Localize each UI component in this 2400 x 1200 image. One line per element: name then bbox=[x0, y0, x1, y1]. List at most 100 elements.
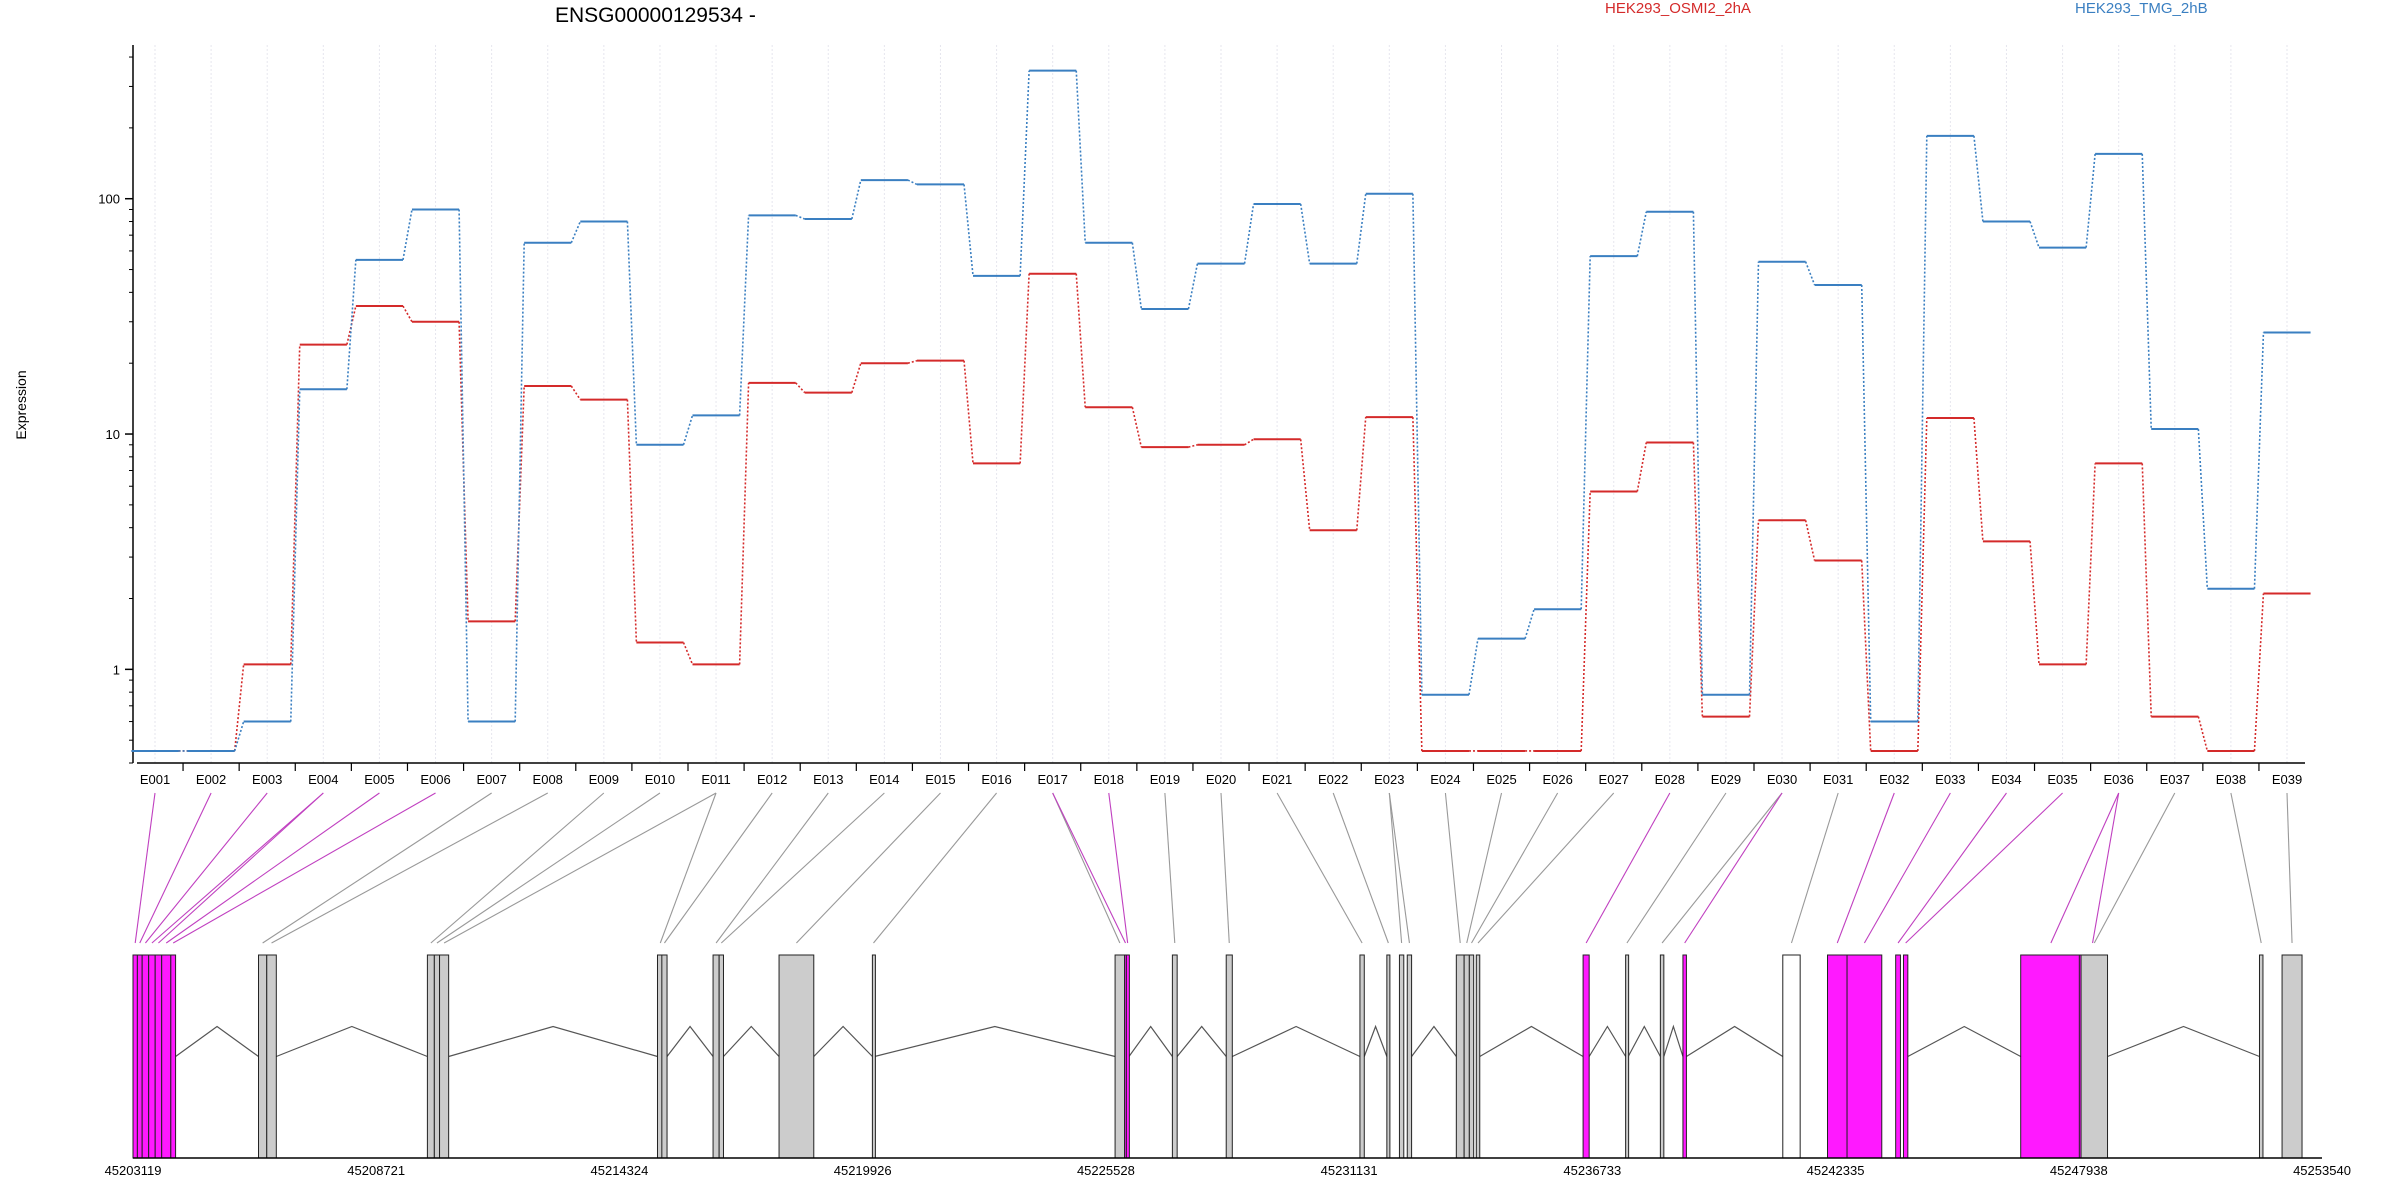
series-connector bbox=[289, 344, 301, 665]
exon-connector bbox=[1466, 792, 1503, 944]
exon-bin bbox=[2281, 954, 2303, 1159]
exon-connector bbox=[436, 792, 661, 944]
exon-bin bbox=[1582, 954, 1590, 1159]
series-connector bbox=[907, 359, 918, 364]
exon-bin bbox=[1125, 954, 1130, 1159]
genome-coordinate-label: 45203119 bbox=[105, 1163, 162, 1178]
exon-connector bbox=[165, 792, 380, 944]
exon-connector bbox=[1626, 792, 1727, 944]
series-connector bbox=[1917, 135, 1928, 722]
plot-area: 1 10 100 E001 E002 E003 E004 E005 E006 E007 E008 E0… bbox=[98, 45, 2311, 787]
x-tick-label: E012 bbox=[757, 772, 787, 787]
series-connector bbox=[738, 215, 750, 416]
exon-connector bbox=[1332, 792, 1389, 944]
chart-title: ENSG00000129534 - bbox=[555, 4, 756, 27]
genome-coordinate-label: 45247938 bbox=[2050, 1163, 2108, 1178]
series-connector bbox=[233, 664, 245, 752]
x-tick-label: E009 bbox=[589, 772, 619, 787]
x-tick-label: E029 bbox=[1711, 772, 1741, 787]
series-connector bbox=[851, 179, 862, 220]
intron-line bbox=[1663, 1024, 1684, 1057]
series-connector bbox=[1636, 442, 1648, 492]
series-connector bbox=[1019, 273, 1030, 464]
series-1 bbox=[131, 272, 2311, 752]
series-connector bbox=[402, 209, 413, 260]
exon-bin bbox=[148, 954, 156, 1159]
exon-bin bbox=[1386, 954, 1391, 1159]
intron-line bbox=[448, 1025, 658, 1058]
y-tick-label: 100 bbox=[98, 192, 120, 207]
exon-connector bbox=[659, 792, 717, 944]
x-tick-label: E010 bbox=[645, 772, 675, 787]
exon-connector bbox=[139, 792, 212, 944]
exon-bin bbox=[1114, 954, 1126, 1159]
exon-bin bbox=[1895, 954, 1901, 1159]
exon-connector bbox=[1220, 792, 1230, 944]
exon-connector bbox=[151, 792, 324, 944]
series-connector bbox=[1468, 638, 1479, 695]
series-connector bbox=[1244, 438, 1254, 446]
series-connector bbox=[2029, 541, 2040, 665]
exon-bin bbox=[1398, 954, 1405, 1159]
series-connector bbox=[963, 184, 974, 276]
exon-bin bbox=[1225, 954, 1233, 1159]
exon-connector bbox=[1905, 792, 2063, 944]
series-connector bbox=[2197, 429, 2209, 589]
series-connector bbox=[1075, 273, 1087, 408]
genome-coordinate-label: 45242335 bbox=[1807, 1163, 1865, 1178]
series-connector bbox=[2197, 716, 2209, 752]
exon-connector bbox=[796, 792, 941, 944]
series-connector bbox=[1188, 444, 1198, 448]
exon-bin bbox=[439, 954, 450, 1159]
exon-connector bbox=[1790, 792, 1839, 944]
intron-line bbox=[1128, 1025, 1173, 1057]
exon-connector bbox=[663, 792, 773, 944]
x-tick-label: E037 bbox=[2160, 772, 2190, 787]
y-tick-label: 10 bbox=[106, 427, 120, 442]
exon-bin bbox=[2258, 954, 2264, 1159]
x-tick-label: E026 bbox=[1542, 772, 1572, 787]
series-connector bbox=[2085, 153, 2096, 248]
exon-connector bbox=[1585, 792, 1671, 944]
exon-connector bbox=[2286, 792, 2293, 944]
exon-connector bbox=[1836, 792, 1895, 944]
exon-bin bbox=[1782, 954, 1801, 1159]
intron-line bbox=[276, 1025, 428, 1058]
exon-connector bbox=[720, 792, 885, 944]
exon-connector bbox=[873, 792, 998, 944]
series-connector bbox=[1804, 261, 1816, 286]
series-connector bbox=[1692, 442, 1704, 717]
exon-connector bbox=[2092, 792, 2120, 944]
series-connector bbox=[1075, 70, 1087, 243]
series-connector bbox=[289, 389, 301, 722]
intron-line bbox=[1363, 1024, 1388, 1057]
intron-line bbox=[2107, 1025, 2260, 1058]
exon-bin bbox=[871, 954, 876, 1159]
exon-connector bbox=[2093, 792, 2176, 944]
exon-connector bbox=[1897, 792, 2007, 944]
intron-line bbox=[1907, 1025, 2021, 1058]
x-tick-label: E003 bbox=[252, 772, 282, 787]
exon-bin bbox=[154, 954, 163, 1159]
exon-bin bbox=[141, 954, 150, 1159]
x-tick-label: E038 bbox=[2216, 772, 2246, 787]
x-tick-label: E035 bbox=[2047, 772, 2077, 787]
series-connector bbox=[851, 362, 862, 393]
x-tick-label: E007 bbox=[476, 772, 506, 787]
series-connector bbox=[738, 382, 750, 665]
x-tick-label: E030 bbox=[1767, 772, 1797, 787]
x-tick-label: E034 bbox=[1991, 772, 2021, 787]
series-connector bbox=[1524, 609, 1535, 639]
x-tick-label: E005 bbox=[364, 772, 394, 787]
exon-connector bbox=[1661, 792, 1783, 944]
series-connector bbox=[907, 179, 918, 186]
genome-coordinate-label: 45253540 bbox=[2293, 1163, 2351, 1178]
intron-line bbox=[1479, 1025, 1584, 1058]
genome-coordinate-label: 45231131 bbox=[1321, 1163, 1378, 1178]
x-tick-label: E032 bbox=[1879, 772, 1909, 787]
x-tick-label: E011 bbox=[701, 772, 730, 787]
exon-bin bbox=[712, 954, 720, 1159]
exon-connector bbox=[1052, 792, 1126, 944]
x-tick-label: E018 bbox=[1094, 772, 1124, 787]
